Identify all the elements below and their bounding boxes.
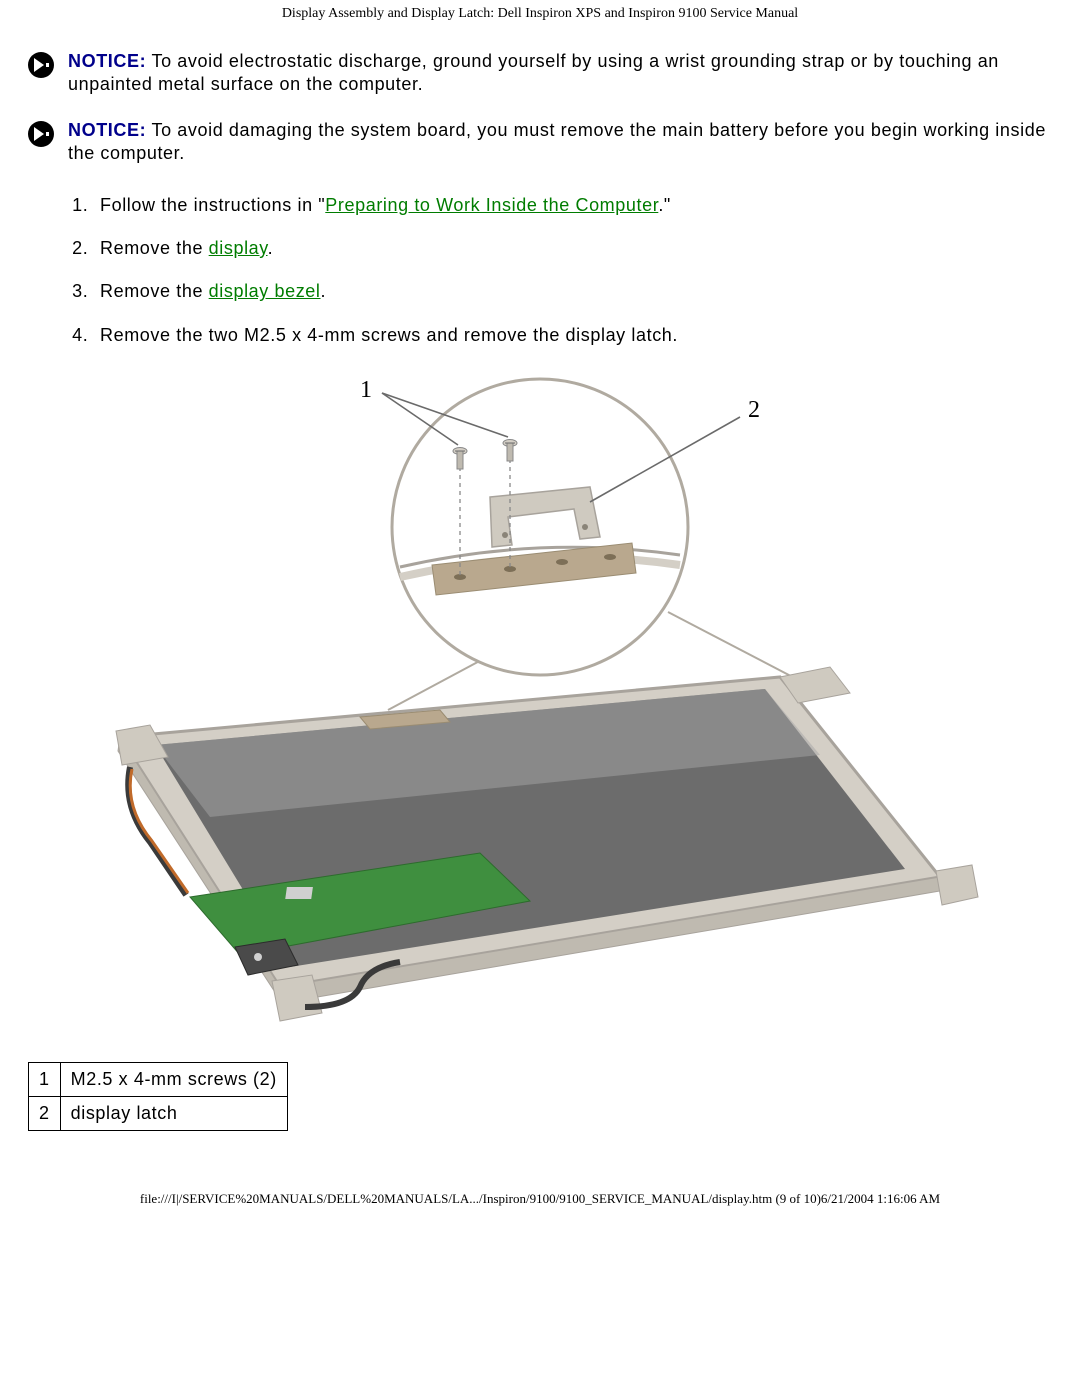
page-footer: file:///I|/SERVICE%20MANUALS/DELL%20MANU… [0,1191,1080,1217]
table-row: 2 display latch [29,1097,288,1131]
callout-1-label: 1 [360,377,373,403]
step-2: Remove the display. [94,237,1052,260]
content-area: NOTICE: To avoid electrostatic discharge… [0,22,1080,1032]
notice-text: NOTICE: To avoid damaging the system boa… [68,119,1052,166]
display-panel [116,667,978,1021]
notice-arrow-icon [28,52,54,78]
notice-esd: NOTICE: To avoid electrostatic discharge… [28,50,1052,97]
legend-num: 1 [29,1063,61,1097]
step-text-post: ." [658,195,671,215]
step-1: Follow the instructions in "Preparing to… [94,194,1052,217]
magnifier [392,379,688,675]
legend-label: display latch [60,1097,287,1131]
legend-num: 2 [29,1097,61,1131]
notice-body: To avoid electrostatic discharge, ground… [68,51,999,94]
step-text: Remove the two M2.5 x 4-mm screws and re… [100,325,678,345]
step-text-post: . [268,238,274,258]
notice-arrow-icon [28,121,54,147]
notice-body: To avoid damaging the system board, you … [68,120,1046,163]
notice-text: NOTICE: To avoid electrostatic discharge… [68,50,1052,97]
step-text-pre: Remove the [100,281,209,301]
notice-battery: NOTICE: To avoid damaging the system boa… [28,119,1052,166]
legend-area: 1 M2.5 x 4-mm screws (2) 2 display latch [0,1062,1080,1131]
steps-list: Follow the instructions in "Preparing to… [28,194,1052,348]
footer-text: file:///I|/SERVICE%20MANUALS/DELL%20MANU… [140,1191,940,1206]
diagram-svg: 1 2 [60,367,1020,1027]
table-row: 1 M2.5 x 4-mm screws (2) [29,1063,288,1097]
step-4: Remove the two M2.5 x 4-mm screws and re… [94,324,1052,347]
legend-table: 1 M2.5 x 4-mm screws (2) 2 display latch [28,1062,288,1131]
notice-label: NOTICE: [68,51,146,71]
legend-label: M2.5 x 4-mm screws (2) [60,1063,287,1097]
step-text-post: . [321,281,327,301]
figure: 1 2 [28,367,1052,1032]
step-3: Remove the display bezel. [94,280,1052,303]
callout-2-label: 2 [748,397,761,423]
link-display-bezel[interactable]: display bezel [209,281,321,301]
link-preparing[interactable]: Preparing to Work Inside the Computer [325,195,658,215]
page-header: Display Assembly and Display Latch: Dell… [0,6,1080,22]
notice-label: NOTICE: [68,120,146,140]
link-display[interactable]: display [209,238,268,258]
step-text-pre: Remove the [100,238,209,258]
step-text-pre: Follow the instructions in " [100,195,325,215]
header-title: Display Assembly and Display Latch: Dell… [282,6,798,21]
